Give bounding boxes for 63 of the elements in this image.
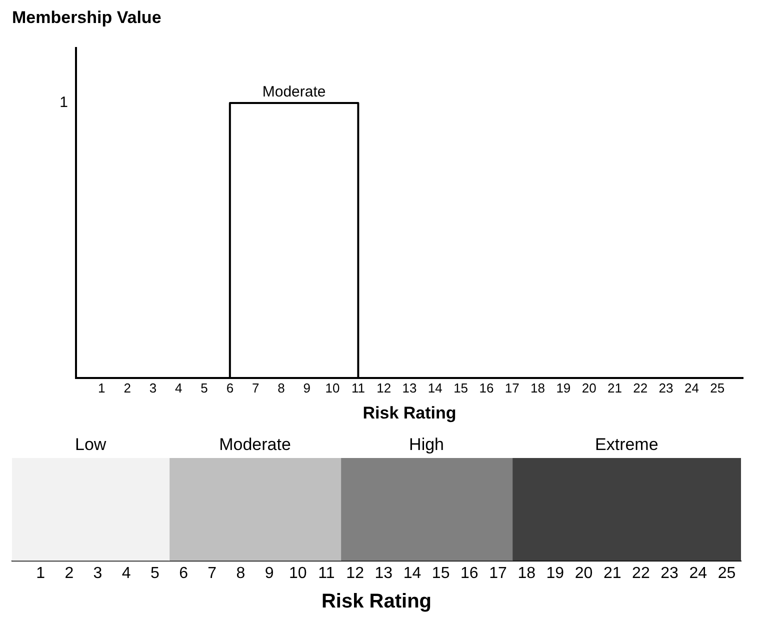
x-tick-label: 1 bbox=[98, 380, 106, 396]
x-tick-label: 12 bbox=[376, 380, 392, 396]
annotation: Moderate bbox=[262, 84, 326, 101]
x-tick-label: 5 bbox=[150, 564, 160, 582]
x-tick-label: 20 bbox=[574, 564, 593, 582]
x-tick-label: 11 bbox=[318, 564, 335, 582]
series-label: Low bbox=[75, 435, 107, 454]
x-tick-label: 2 bbox=[64, 564, 74, 582]
x-tick-label: 24 bbox=[689, 564, 708, 582]
x-axis-title: Risk Rating bbox=[362, 403, 456, 422]
bar bbox=[168, 458, 342, 561]
x-tick-label: 23 bbox=[658, 380, 674, 396]
series-label: High bbox=[409, 435, 444, 454]
x-tick-label: 25 bbox=[710, 380, 725, 396]
x-tick-label: 17 bbox=[489, 564, 507, 582]
x-tick-label: 19 bbox=[556, 380, 571, 396]
x-tick-label: 2 bbox=[124, 380, 131, 396]
x-tick-label: 21 bbox=[607, 380, 622, 396]
x-tick-label: 3 bbox=[93, 564, 102, 582]
x-tick-label: 13 bbox=[374, 564, 393, 582]
x-tick-label: 15 bbox=[432, 564, 450, 582]
x-axis-title: Risk Rating bbox=[321, 590, 432, 613]
x-tick-label: 23 bbox=[660, 564, 679, 582]
x-tick-label: 13 bbox=[402, 380, 417, 396]
x-tick-label: 25 bbox=[718, 564, 736, 582]
x-tick-label: 18 bbox=[518, 564, 536, 582]
series-label: Extreme bbox=[595, 435, 658, 454]
x-tick-label: 14 bbox=[403, 564, 422, 582]
x-tick-label: 7 bbox=[208, 564, 217, 582]
x-tick-label: 21 bbox=[603, 564, 622, 582]
series-label: Moderate bbox=[219, 435, 291, 454]
bar bbox=[12, 458, 170, 561]
x-tick-label: 6 bbox=[226, 380, 234, 396]
x-tick-label: 1 bbox=[36, 564, 46, 582]
x-tick-label: 24 bbox=[684, 380, 699, 396]
text: 1 bbox=[60, 94, 68, 112]
x-tick-label: 14 bbox=[428, 380, 442, 396]
x-tick-label: 8 bbox=[236, 564, 246, 582]
x-tick-label: 3 bbox=[149, 380, 157, 396]
x-tick-label: 11 bbox=[351, 380, 365, 396]
x-tick-label: 17 bbox=[504, 380, 520, 396]
x-tick-label: 4 bbox=[175, 380, 182, 396]
x-tick-label: 16 bbox=[479, 380, 494, 396]
x-tick-label: 7 bbox=[252, 380, 260, 396]
bar bbox=[512, 458, 741, 561]
x-tick-label: 16 bbox=[460, 564, 478, 582]
y-axis-title: Membership Value bbox=[12, 8, 162, 28]
x-tick-label: 4 bbox=[122, 564, 131, 582]
x-tick-label: 22 bbox=[633, 380, 648, 396]
x-tick-label: 9 bbox=[264, 564, 274, 582]
bar bbox=[340, 458, 513, 561]
x-tick-label: 19 bbox=[546, 564, 564, 582]
x-tick-label: 12 bbox=[346, 564, 364, 582]
x-tick-label: 22 bbox=[632, 564, 650, 582]
x-tick-label: 15 bbox=[454, 380, 468, 396]
x-tick-label: 9 bbox=[303, 380, 310, 396]
x-tick-label: 8 bbox=[278, 380, 285, 396]
x-tick-label: 6 bbox=[179, 564, 188, 582]
x-tick-label: 5 bbox=[200, 380, 208, 396]
x-tick-label: 10 bbox=[325, 380, 340, 396]
x-tick-label: 10 bbox=[288, 564, 307, 582]
x-tick-label: 18 bbox=[530, 380, 546, 396]
x-tick-label: 20 bbox=[582, 380, 596, 396]
